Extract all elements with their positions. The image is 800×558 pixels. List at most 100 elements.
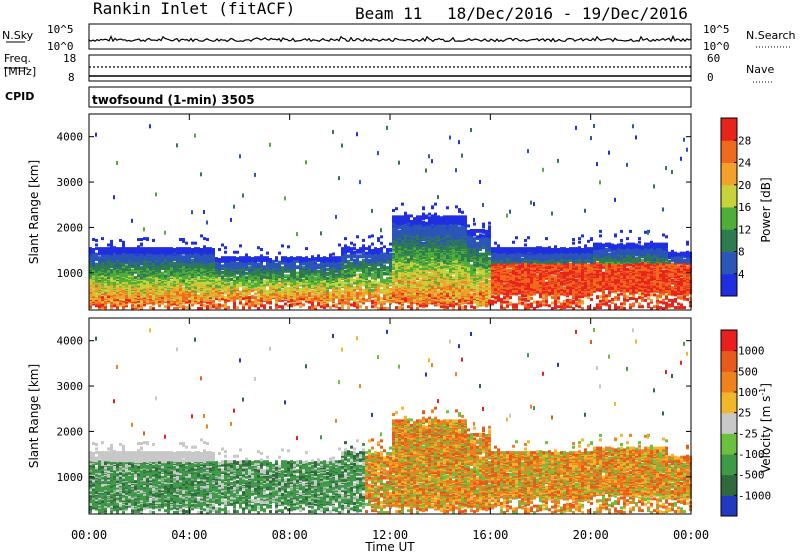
power-cell (212, 300, 215, 303)
power-cell (254, 296, 257, 299)
power-cell (281, 266, 284, 269)
power-cell (338, 287, 341, 290)
power-cell (236, 251, 239, 254)
power-cell (359, 247, 362, 250)
power-cell (203, 265, 206, 268)
power-cell (413, 290, 416, 293)
power-cell (149, 247, 152, 250)
power-cell (296, 272, 299, 275)
power-cell (404, 234, 407, 237)
power-cell (296, 298, 299, 301)
power-cell (275, 301, 278, 304)
power-cell (329, 292, 332, 295)
freq-tick-bottom: 8 (68, 71, 75, 84)
power-cell (314, 277, 317, 280)
power-cell (410, 214, 413, 217)
power-cell (392, 233, 395, 236)
power-cell (293, 257, 296, 260)
power-cell (350, 264, 353, 267)
power-cell (116, 161, 118, 165)
power-cell (317, 254, 320, 257)
power-cell (311, 290, 314, 293)
power-cell (389, 283, 392, 286)
power-cell (293, 260, 296, 263)
power-cell (392, 237, 395, 240)
power-cell (233, 251, 236, 254)
power-cell (272, 290, 275, 293)
power-cell (125, 279, 128, 282)
power-cell (287, 245, 290, 248)
power-cell (137, 248, 140, 251)
power-cell (413, 247, 416, 250)
power-cell (203, 237, 206, 240)
power-cell (422, 221, 425, 224)
power-cell (326, 277, 329, 280)
power-cell (206, 281, 209, 284)
power-cell (296, 260, 299, 263)
power-cell (416, 234, 419, 237)
power-cell (380, 301, 383, 304)
power-cell (386, 248, 389, 251)
power-cell (383, 260, 386, 263)
power-cell (323, 259, 326, 262)
power-cell (257, 263, 260, 266)
power-cell (386, 277, 389, 280)
power-cell (161, 262, 164, 265)
nsky-tick-top: 10^5 (47, 23, 74, 36)
power-cell (278, 305, 281, 308)
power-cell (305, 247, 308, 250)
power-cell (119, 300, 122, 303)
power-cell (365, 281, 368, 284)
power-cell (191, 242, 194, 245)
power-cell (320, 292, 323, 295)
power-cell (344, 247, 347, 250)
power-cell (113, 253, 116, 256)
power-cell (251, 276, 254, 279)
power-cell (269, 276, 272, 279)
power-cell (92, 238, 95, 241)
power-cell (251, 257, 254, 260)
power-cell (203, 248, 206, 251)
power-cell (356, 292, 359, 295)
power-cell (101, 247, 104, 250)
power-cell (359, 305, 362, 308)
power-cell (239, 268, 242, 271)
power-cell (137, 245, 140, 248)
power-cell (419, 259, 422, 262)
power-cell (209, 284, 212, 287)
power-cell (368, 283, 371, 286)
power-cell (98, 247, 101, 250)
power-cell (218, 248, 221, 251)
power-cell (221, 295, 224, 298)
power-cell (350, 274, 353, 277)
power-cell (281, 256, 284, 259)
power-cell (377, 293, 380, 296)
power-cell (224, 260, 227, 263)
power-cell (266, 252, 269, 255)
power-cell (95, 287, 98, 290)
power-cell (149, 124, 151, 128)
power-cell (215, 269, 218, 272)
power-cell (341, 283, 344, 286)
power-cell (368, 235, 371, 238)
power-cell (302, 279, 305, 282)
power-cell (245, 253, 248, 256)
power-cell (353, 282, 356, 285)
power-cell (389, 248, 392, 251)
power-cell (380, 253, 383, 256)
power-cell (350, 272, 353, 275)
power-cell (155, 192, 157, 196)
power-cell (305, 160, 307, 164)
power-cell (197, 247, 200, 250)
power-cell (392, 253, 395, 256)
power-cell (230, 256, 233, 259)
power-cell (191, 210, 193, 214)
power-cell (188, 294, 191, 297)
power-cell (116, 263, 119, 266)
power-cell (236, 276, 239, 279)
power-cell (176, 247, 179, 250)
power-cell (398, 215, 401, 218)
power-cell (365, 252, 368, 255)
power-cell (359, 180, 361, 184)
power-cell (359, 298, 362, 301)
